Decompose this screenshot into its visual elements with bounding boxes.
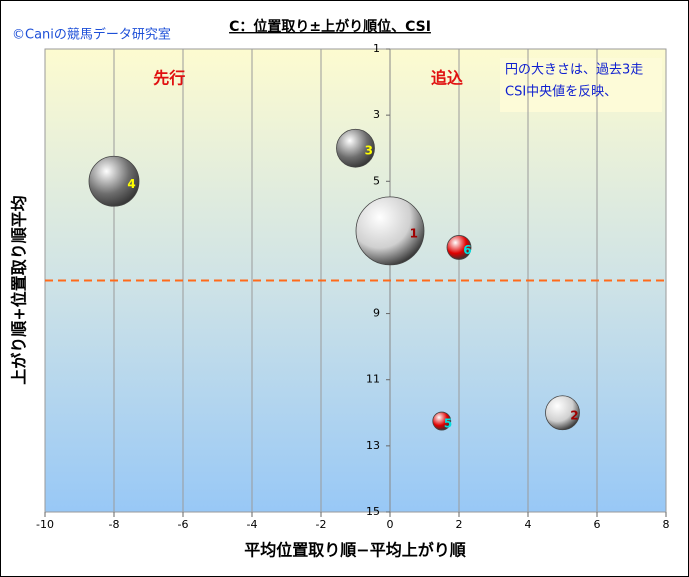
x-tick-label: -8 <box>109 518 120 531</box>
x-tick-label: 8 <box>663 518 670 531</box>
x-tick-label: -6 <box>178 518 189 531</box>
bubble-label: 1 <box>410 226 418 240</box>
bubble <box>336 128 375 168</box>
bubble-label: 2 <box>570 408 578 422</box>
bubble <box>88 155 140 207</box>
y-tick-label: 15 <box>366 505 380 518</box>
annotation: 追込 <box>431 68 463 87</box>
x-axis-label: 平均位置取り順−平均上がり順 <box>244 541 466 560</box>
bubble-label: 3 <box>365 144 373 158</box>
bubble-label: 5 <box>444 417 452 431</box>
watermark: ©Caniの競馬データ研究室 <box>12 27 171 43</box>
bubble-label: 6 <box>463 243 471 257</box>
bubble <box>355 196 425 266</box>
chart-title: C：位置取り±上がり順位、CSI <box>229 18 431 35</box>
x-tick-label: -2 <box>316 518 327 531</box>
annotation: 先行 <box>153 68 185 87</box>
y-axis-label: 上がり順+位置取り順平均 <box>10 195 29 384</box>
bubble <box>545 395 580 431</box>
x-tick-label: 0 <box>387 518 394 531</box>
x-tick-label: 2 <box>456 518 463 531</box>
x-tick-label: -4 <box>247 518 258 531</box>
note: CSI中央値を反映、 <box>505 84 617 100</box>
plot-area <box>44 48 667 513</box>
y-tick-label: 3 <box>373 108 380 121</box>
y-tick-label: 9 <box>373 307 380 320</box>
y-tick-label: 13 <box>366 439 380 452</box>
y-tick-label: 5 <box>373 174 380 187</box>
x-tick-label: -10 <box>36 518 54 531</box>
y-tick-label: 11 <box>366 373 380 386</box>
bubble <box>446 235 472 260</box>
x-tick-label: 6 <box>594 518 601 531</box>
bubble <box>432 411 452 431</box>
y-tick-label: 1 <box>373 42 380 55</box>
note: 円の大きさは、過去3走 <box>505 63 643 78</box>
bubble-label: 4 <box>127 177 135 191</box>
note-box <box>500 58 662 112</box>
x-tick-label: 4 <box>525 518 532 531</box>
